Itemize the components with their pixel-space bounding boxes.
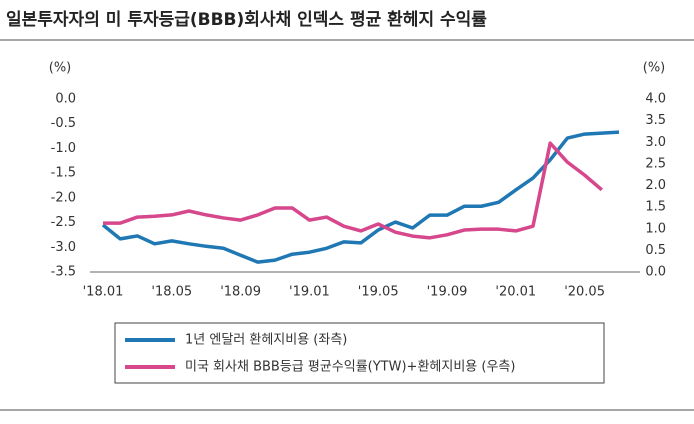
- y2-tick-label: 3.5: [645, 113, 666, 128]
- y-axis-label: (%): [49, 61, 72, 76]
- legend-label: 1년 엔달러 환헤지비용 (좌측): [185, 333, 347, 348]
- y2-tick-label: 1.0: [645, 221, 666, 236]
- y2-tick-label: 3.0: [645, 135, 666, 150]
- x-tick-label: '20.01: [495, 285, 536, 300]
- x-tick-label: '18.09: [220, 285, 261, 300]
- y-tick-label: -3.0: [51, 240, 76, 255]
- x-tick-label: '19.09: [427, 285, 468, 300]
- y2-axis-label: (%): [643, 61, 666, 76]
- y2-tick-label: 0.0: [645, 265, 666, 280]
- x-tick-label: '19.01: [289, 285, 330, 300]
- y-tick-label: -0.5: [51, 116, 76, 131]
- legend-label: 미국 회사채 BBB등급 평균수익률(YTW)+환헤지비용 (우측): [185, 360, 515, 375]
- x-tick-label: '18.05: [151, 285, 192, 300]
- series-line: [101, 130, 620, 264]
- y2-tick-label: 0.5: [645, 243, 666, 258]
- y-tick-label: -3.5: [51, 265, 76, 280]
- legend-box: [114, 322, 605, 384]
- y-tick-label: -2.0: [51, 190, 76, 205]
- chart-title: 일본투자자의 미 투자등급(BBB)회사채 인덱스 평균 환헤지 수익률: [6, 10, 487, 30]
- series-line: [103, 141, 603, 240]
- y2-tick-label: 4.0: [645, 92, 666, 107]
- x-tick-label: '19.05: [358, 285, 399, 300]
- y-tick-label: 0.0: [55, 92, 76, 107]
- x-tick-label: '18.01: [83, 285, 124, 300]
- y2-tick-label: 2.5: [645, 156, 666, 171]
- x-tick-label: '20.05: [564, 285, 605, 300]
- y-tick-label: -1.0: [51, 141, 76, 156]
- y2-tick-label: 2.0: [645, 178, 666, 193]
- y-tick-label: -2.5: [51, 215, 76, 230]
- y2-tick-label: 1.5: [645, 200, 666, 215]
- y-tick-label: -1.5: [51, 166, 76, 181]
